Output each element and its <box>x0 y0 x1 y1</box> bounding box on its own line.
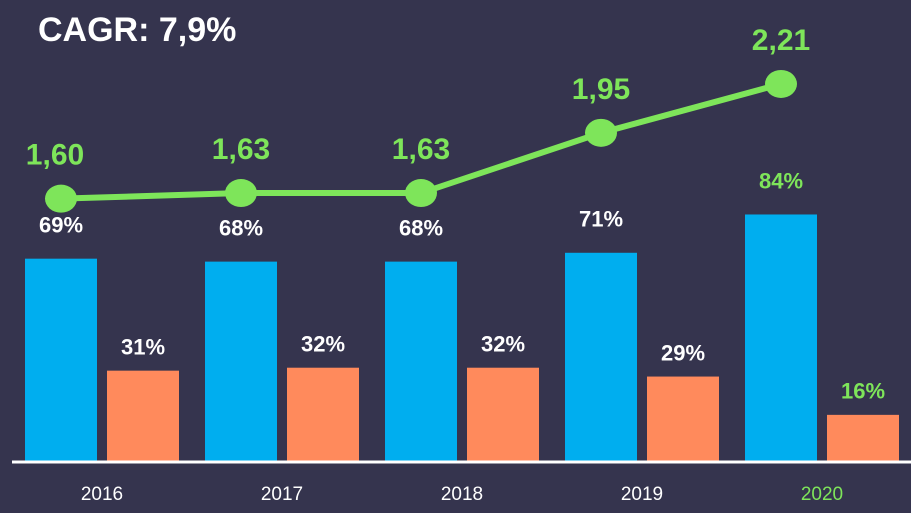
data-label: 68% <box>399 215 443 240</box>
line-point <box>585 118 617 147</box>
data-label: 29% <box>661 340 705 365</box>
line-label: 1,63 <box>392 133 450 166</box>
bar <box>385 261 457 462</box>
data-label: 71% <box>579 207 623 232</box>
x-tick-label: 2017 <box>261 484 303 505</box>
x-tick-label: 2020 <box>801 484 843 505</box>
data-label: 84% <box>759 168 803 193</box>
line-point <box>225 179 257 208</box>
chart-title: CAGR: 7,9% <box>38 11 236 49</box>
data-label: 32% <box>481 332 525 357</box>
bar <box>565 252 637 462</box>
data-label: 68% <box>219 215 263 240</box>
line-label: 1,63 <box>212 133 270 166</box>
bar <box>287 367 359 462</box>
line-label: 1,95 <box>572 73 630 106</box>
bar <box>467 367 539 462</box>
data-label: 69% <box>39 212 83 237</box>
bar <box>25 258 97 462</box>
line-label: 2,21 <box>752 24 810 57</box>
line-point <box>765 69 797 98</box>
line-point <box>45 184 77 213</box>
x-tick-label: 2016 <box>81 484 123 505</box>
bar <box>107 370 179 462</box>
x-tick-label: 2018 <box>441 484 483 505</box>
data-label: 16% <box>841 379 885 404</box>
bar <box>647 376 719 462</box>
bar <box>745 214 817 462</box>
bar <box>205 261 277 462</box>
bar <box>827 414 899 462</box>
line-point <box>405 179 437 208</box>
data-label: 31% <box>121 334 165 359</box>
data-label: 32% <box>301 332 345 357</box>
x-tick-label: 2019 <box>621 484 663 505</box>
line-label: 1,60 <box>26 139 84 172</box>
